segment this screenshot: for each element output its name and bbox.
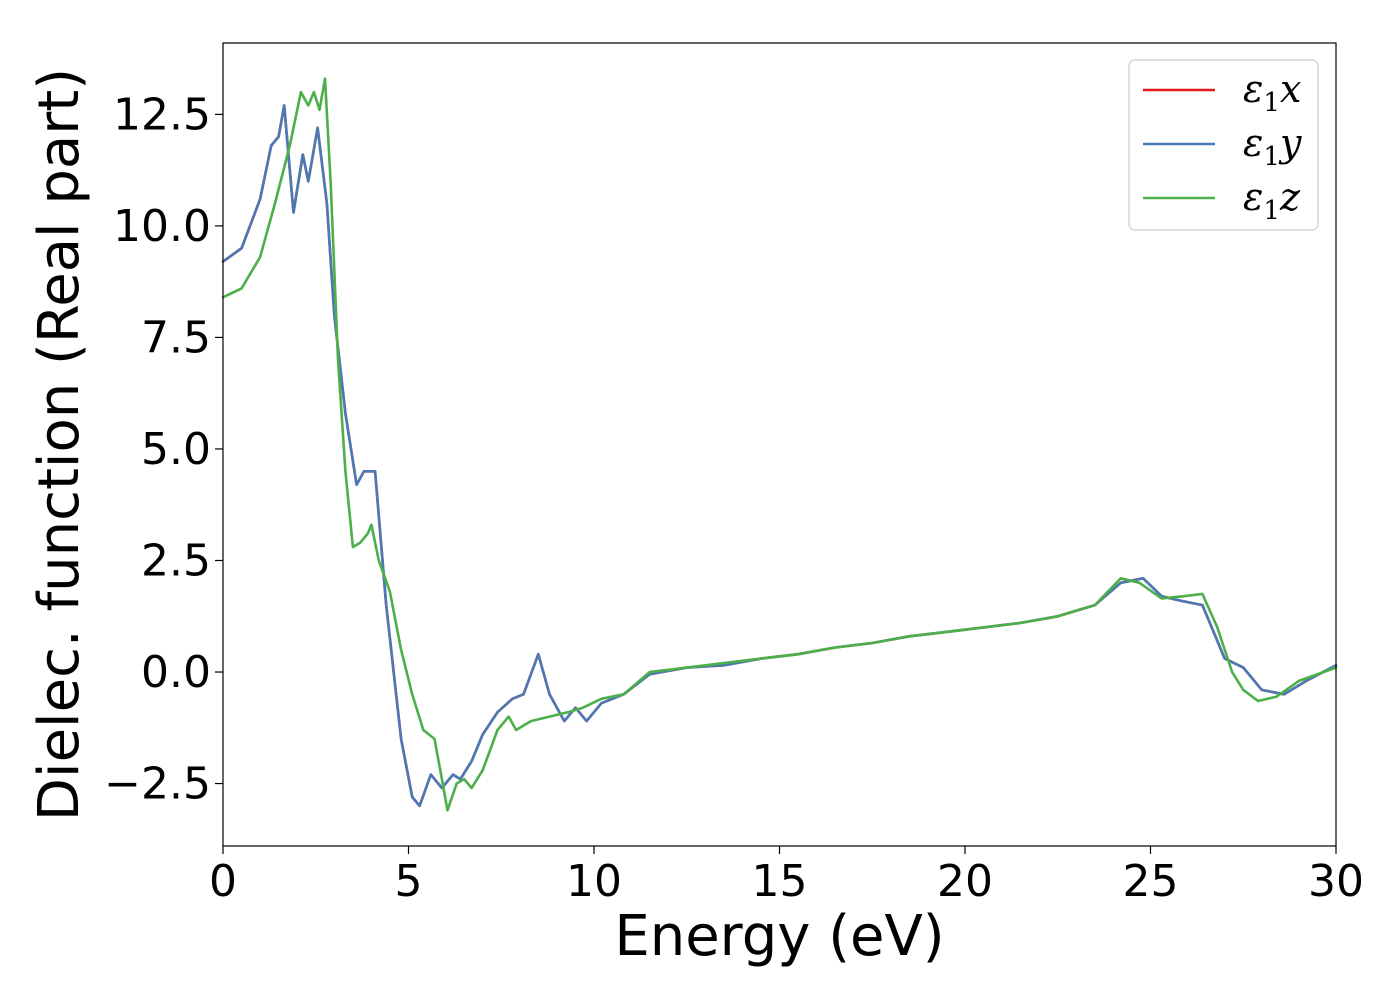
y-tick-label: 0.0 — [141, 647, 211, 698]
x-tick-label: 5 — [395, 856, 423, 907]
x-tick-label: 10 — [566, 856, 622, 907]
y-tick-label: 5.0 — [141, 424, 211, 475]
y-tick-label: 12.5 — [113, 89, 211, 140]
legend-box — [1128, 59, 1319, 231]
legend-label: ε1x — [1243, 67, 1301, 118]
x-axis-label: Energy (eV) — [614, 904, 944, 969]
y-axis: −2.5 0.0 2.5 5.0 7.5 10.0 12.5 — [104, 89, 223, 810]
x-tick-label: 20 — [937, 856, 993, 907]
x-axis: 0 5 10 15 20 25 30 — [209, 846, 1364, 907]
y-tick-label: 10.0 — [113, 201, 211, 252]
y-tick-label: −2.5 — [104, 759, 211, 810]
series-line-z — [221, 77, 1338, 812]
x-tick-label: 15 — [752, 856, 808, 907]
x-tick-label: 0 — [209, 856, 237, 907]
legend-item-y: ε1y — [1143, 121, 1302, 172]
legend-item-z: ε1z — [1143, 175, 1301, 226]
x-tick-label: 30 — [1308, 856, 1364, 907]
legend-label: ε1y — [1243, 121, 1302, 172]
legend-label: ε1z — [1243, 175, 1301, 226]
series-layer — [221, 77, 1338, 812]
y-tick-label: 2.5 — [141, 535, 211, 586]
series-line-y — [221, 104, 1338, 808]
legend-item-x: ε1x — [1143, 67, 1301, 118]
x-tick-label: 25 — [1123, 856, 1179, 907]
y-axis-label: Dielec. function (Real part) — [27, 68, 92, 821]
plot-area — [221, 42, 1338, 847]
y-tick-label: 7.5 — [141, 312, 211, 363]
